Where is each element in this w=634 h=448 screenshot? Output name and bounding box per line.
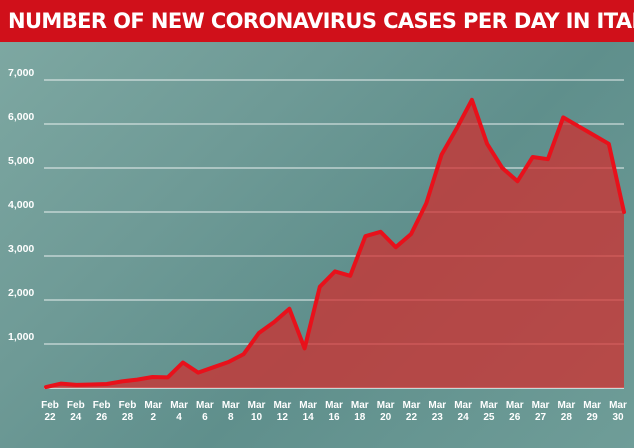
- x-tick-label: Mar: [532, 400, 550, 411]
- x-tick-label: 30: [612, 412, 624, 423]
- x-tick-label: 27: [535, 412, 547, 423]
- x-tick-label: 2: [150, 412, 156, 423]
- x-tick-label: Mar: [273, 400, 291, 411]
- x-tick-label: 28: [561, 412, 573, 423]
- x-tick-label: Mar: [170, 400, 188, 411]
- x-tick-label: 22: [406, 412, 418, 423]
- title-banner: NUMBER OF NEW CORONAVIRUS CASES PER DAY …: [0, 0, 634, 42]
- x-tick-label: 20: [380, 412, 392, 423]
- x-tick-label: Mar: [609, 400, 627, 411]
- x-tick-label: Mar: [480, 400, 498, 411]
- x-tick-label: 25: [483, 412, 495, 423]
- x-tick-label: Feb: [93, 400, 111, 411]
- y-tick-label: 4,000: [8, 199, 34, 211]
- x-tick-label: 22: [44, 412, 56, 423]
- x-tick-label: 26: [96, 412, 108, 423]
- y-tick-label: 3,000: [8, 243, 34, 255]
- line-layer: [44, 97, 626, 390]
- x-tick-label: 16: [328, 412, 340, 423]
- x-tick-label: Mar: [222, 400, 240, 411]
- y-tick-label: 2,000: [8, 287, 34, 299]
- x-tick-label: 24: [70, 412, 82, 423]
- x-tick-label: 6: [202, 412, 208, 423]
- y-tick-label: 1,000: [8, 331, 34, 343]
- x-tick-label: Mar: [196, 400, 214, 411]
- x-tick-label: 14: [303, 412, 315, 423]
- x-tick-label: Mar: [583, 400, 601, 411]
- x-tick-label: Mar: [506, 400, 524, 411]
- x-tick-label: Mar: [325, 400, 343, 411]
- x-tick-label: 18: [354, 412, 366, 423]
- x-axis-tick-labels: Feb22Feb24Feb26Feb28Mar2Mar4Mar6Mar8Mar1…: [41, 400, 627, 423]
- x-tick-label: 12: [277, 412, 289, 423]
- x-tick-label: Feb: [41, 400, 59, 411]
- x-tick-label: Mar: [428, 400, 446, 411]
- cases-line: [44, 97, 626, 390]
- area-layer: [46, 99, 624, 389]
- x-tick-label: Mar: [557, 400, 575, 411]
- y-axis-tick-labels: 1,000 2,000 3,000 4,000 5,000 6,000 7,000: [8, 67, 34, 343]
- x-tick-label: 26: [509, 412, 521, 423]
- x-tick-label: 4: [176, 412, 182, 423]
- x-tick-label: Feb: [67, 400, 85, 411]
- y-tick-label: 6,000: [8, 111, 34, 123]
- x-tick-label: Mar: [299, 400, 317, 411]
- y-tick-label: 7,000: [8, 67, 34, 79]
- x-tick-label: Mar: [351, 400, 369, 411]
- x-tick-label: 23: [432, 412, 444, 423]
- x-tick-label: 24: [458, 412, 470, 423]
- x-tick-label: Mar: [248, 400, 266, 411]
- x-tick-label: 29: [587, 412, 599, 423]
- y-tick-label: 5,000: [8, 155, 34, 167]
- x-tick-label: Mar: [144, 400, 162, 411]
- x-tick-label: Mar: [454, 400, 472, 411]
- x-tick-label: Mar: [403, 400, 421, 411]
- x-tick-label: Mar: [377, 400, 395, 411]
- x-tick-label: 28: [122, 412, 134, 423]
- chart-title: NUMBER OF NEW CORONAVIRUS CASES PER DAY …: [8, 9, 634, 33]
- x-tick-label: 8: [228, 412, 234, 423]
- cases-area: [46, 99, 624, 389]
- x-tick-label: 10: [251, 412, 263, 423]
- x-tick-label: Feb: [119, 400, 137, 411]
